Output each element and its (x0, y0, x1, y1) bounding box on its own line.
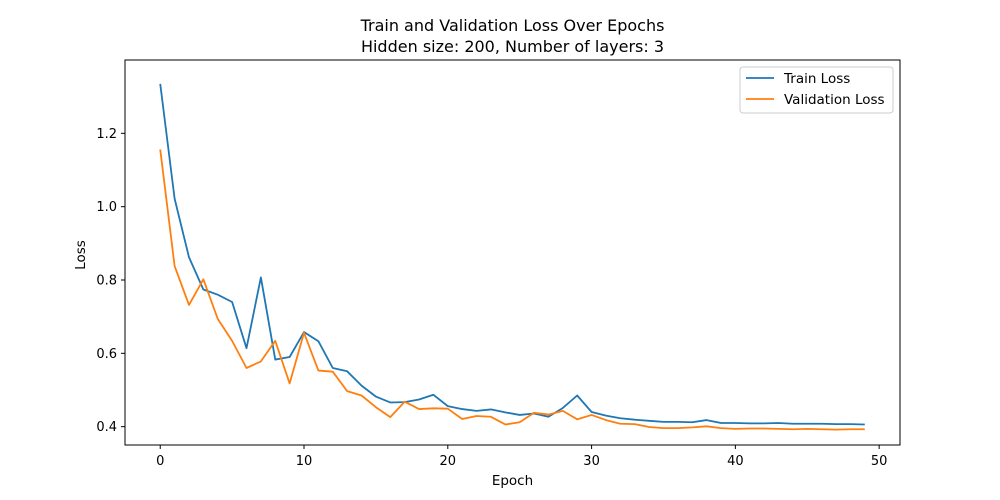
x-tick-label: 10 (296, 454, 313, 469)
legend-label-validation-loss: Validation Loss (784, 92, 885, 108)
y-tick-label: 0.6 (96, 347, 117, 362)
series-layer (159, 83, 865, 431)
ticks-layer: 0 10 20 30 40 50 0.4 0.6 0.8 1.0 1.2 (96, 127, 887, 469)
series-line-validation-loss (159, 149, 865, 431)
x-tick-label: 50 (871, 454, 888, 469)
legend: Train Loss Validation Loss (739, 66, 894, 114)
chart-subtitle: Hidden size: 200, Number of layers: 3 (361, 37, 664, 56)
y-tick-label: 0.8 (96, 274, 117, 289)
legend-box (739, 66, 894, 114)
y-tick-label: 1.0 (96, 200, 117, 215)
legend-label-train-loss: Train Loss (783, 71, 850, 87)
x-axis-label: Epoch (492, 473, 533, 489)
y-axis-label: Loss (73, 240, 89, 270)
y-tick-label: 1.2 (96, 127, 117, 142)
series-line-train-loss (159, 83, 865, 426)
x-tick-label: 20 (440, 454, 457, 469)
plot-frame (124, 59, 901, 446)
x-tick-label: 0 (156, 454, 164, 469)
y-tick-label: 0.4 (96, 420, 117, 435)
x-tick-label: 30 (583, 454, 600, 469)
chart-title: Train and Validation Loss Over Epochs (360, 16, 665, 35)
x-tick-label: 40 (727, 454, 744, 469)
